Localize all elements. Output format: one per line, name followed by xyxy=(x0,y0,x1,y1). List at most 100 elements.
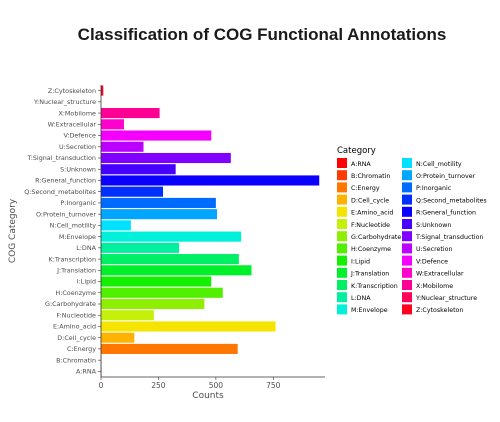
legend-swatch-j xyxy=(337,267,347,278)
y-tick-label: D:Cell_cycle xyxy=(57,334,96,342)
legend-label: H:Coenzyme xyxy=(351,246,391,253)
legend-label: Y:Nuclear_structure xyxy=(415,295,477,302)
y-tick-label: Z:Cytoskeleton xyxy=(48,87,96,95)
bar-u xyxy=(101,141,144,152)
y-tick-label: I:Lipid xyxy=(77,278,96,286)
legend-label: U:Secretion xyxy=(416,246,452,253)
y-tick-label: C:Energy xyxy=(67,345,96,353)
legend-label: R:General_function xyxy=(416,210,476,217)
legend-label: F:Nucleotide xyxy=(351,222,390,229)
x-tick-label: 250 xyxy=(151,381,166,390)
y-tick-label: M:Envelope xyxy=(59,233,96,241)
bar-t xyxy=(101,152,231,164)
legend-swatch-v xyxy=(402,255,412,266)
legend-label: G:Carbohydrate xyxy=(351,234,401,241)
bar-g xyxy=(101,298,205,310)
bar-h xyxy=(101,287,223,298)
legend-swatch-q xyxy=(402,194,412,205)
x-tick-label: 0 xyxy=(99,381,104,390)
legend-label: X:Mobilome xyxy=(416,283,453,290)
bar-k xyxy=(101,254,239,265)
bar-m xyxy=(101,231,242,242)
legend-label: T:Signal_transduction xyxy=(415,234,483,241)
legend-swatch-f xyxy=(337,219,347,229)
legend-label: E:Amino_acid xyxy=(351,210,393,217)
bar-p xyxy=(101,197,216,208)
legend-label: K:Transcription xyxy=(351,283,398,290)
y-axis-label: COG Category xyxy=(8,198,18,263)
legend-swatch-u xyxy=(402,243,412,254)
y-tick-label: L:DNA xyxy=(76,244,96,252)
y-tick-label: P:Inorganic xyxy=(60,199,96,207)
legend-swatch-t xyxy=(402,231,412,242)
y-tick-label: U:Secretion xyxy=(59,143,96,151)
legend-swatch-x xyxy=(402,280,412,290)
legend-swatch-k xyxy=(337,280,347,290)
x-axis-label: Counts xyxy=(192,391,224,401)
y-tick-label: F:Nucleotide xyxy=(56,311,96,319)
x-tick-label: 750 xyxy=(266,381,281,390)
legend-swatch-g xyxy=(337,231,347,242)
y-tick-label: Y:Nuclear_structure xyxy=(33,98,96,106)
y-tick-label: Q:Second_metabolites xyxy=(24,188,96,196)
legend-label: B:Chromatin xyxy=(351,173,390,180)
legend-label: D:Cell_cycle xyxy=(351,197,389,204)
y-tick-label: A:RNA xyxy=(76,368,97,376)
y-tick-label: R:General_function xyxy=(35,177,96,185)
bar-c xyxy=(101,343,238,354)
bar-z xyxy=(101,85,104,96)
legend-swatch-s xyxy=(402,219,412,229)
chart-title: Classification of COG Functional Annotat… xyxy=(78,25,447,44)
bar-l xyxy=(101,242,180,253)
legend-swatch-b xyxy=(337,170,347,181)
legend-swatch-p xyxy=(402,182,412,193)
bar-v xyxy=(101,130,212,141)
legend-swatch-d xyxy=(337,194,347,205)
y-tick-label: S:Unknown xyxy=(60,165,96,173)
legend-title: Category xyxy=(337,146,376,156)
y-tick-label: J:Translation xyxy=(56,267,96,275)
legend-label: P:Inorganic xyxy=(416,185,452,192)
legend-swatch-z xyxy=(402,304,412,315)
legend-swatch-l xyxy=(337,292,347,303)
legend-label: O:Protein_turnover xyxy=(416,173,476,180)
legend-label: J:Translation xyxy=(350,271,389,278)
legend-swatch-o xyxy=(402,170,412,181)
legend-label: I:Lipid xyxy=(351,258,370,265)
y-tick-label: B:Chromatin xyxy=(56,356,96,364)
y-tick-label: T:Signal_transduction xyxy=(27,154,96,162)
legend-swatch-e xyxy=(337,206,347,217)
y-tick-label: H:Coenzyme xyxy=(55,289,96,297)
y-tick-label: V:Defence xyxy=(63,132,96,140)
legend-swatch-a xyxy=(337,158,347,168)
legend-swatch-i xyxy=(337,255,347,266)
y-tick-label: E:Amino_acid xyxy=(53,323,96,331)
legend-label: W:Extracellular xyxy=(416,271,464,278)
legend-label: L:DNA xyxy=(351,295,371,302)
legend-swatch-w xyxy=(402,267,412,278)
y-tick-label: K:Transcription xyxy=(49,255,96,263)
bar-q xyxy=(101,186,164,197)
bar-s xyxy=(101,164,176,175)
bar-r xyxy=(101,175,320,186)
legend-label: A:RNA xyxy=(351,161,371,168)
y-tick-label: X:Mobilome xyxy=(58,109,96,117)
legend-label: C:Energy xyxy=(351,185,380,192)
bars-layer xyxy=(101,85,320,377)
legend-swatch-h xyxy=(337,243,347,254)
bar-w xyxy=(101,119,124,130)
legend-label: S:Unknown xyxy=(416,222,451,229)
bar-x xyxy=(101,108,160,119)
y-tick-label: G:Carbohydrate xyxy=(45,300,96,308)
legend-swatch-n xyxy=(402,158,412,168)
bar-f xyxy=(101,310,154,321)
bar-o xyxy=(101,209,218,220)
legend-label: V:Defence xyxy=(416,258,448,265)
bar-e xyxy=(101,321,276,332)
y-tick-label: N:Cell_motility xyxy=(50,222,97,230)
legend-label: Z:Cytoskeleton xyxy=(416,307,463,314)
legend-swatch-c xyxy=(337,182,347,193)
bar-j xyxy=(101,265,252,276)
